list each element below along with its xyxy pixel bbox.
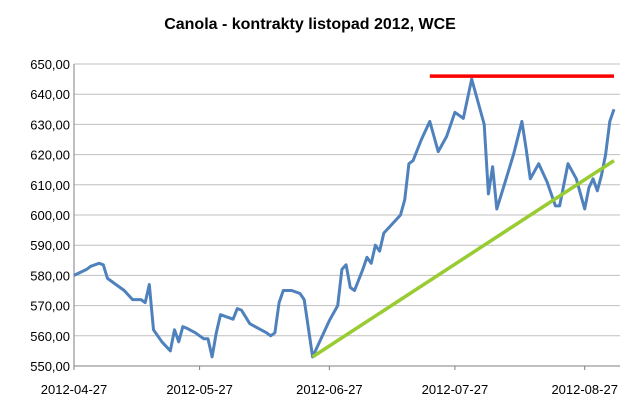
- y-tick-label: 600,00: [30, 208, 70, 223]
- series-line-3: [311, 159, 615, 359]
- y-tick-label: 650,00: [30, 57, 70, 72]
- chart-title: Canola - kontrakty listopad 2012, WCE: [164, 16, 456, 33]
- y-tick-label: 550,00: [30, 359, 70, 374]
- series-line-1: [73, 77, 616, 359]
- y-tick-label: 560,00: [30, 329, 70, 344]
- y-tick-label: 580,00: [30, 268, 70, 283]
- y-tick-label: 630,00: [30, 117, 70, 132]
- y-tick-label: 620,00: [30, 148, 70, 163]
- x-tick-label: 2012-08-27: [551, 382, 618, 397]
- y-tick-label: 590,00: [30, 238, 70, 253]
- y-tick-label: 610,00: [30, 178, 70, 193]
- x-tick-label: 2012-04-27: [41, 382, 108, 397]
- x-tick-label: 2012-07-27: [422, 382, 489, 397]
- x-tick-label: 2012-05-27: [166, 382, 233, 397]
- x-tick-label: 2012-06-27: [296, 382, 363, 397]
- y-tick-label: 570,00: [30, 299, 70, 314]
- y-tick-label: 640,00: [30, 87, 70, 102]
